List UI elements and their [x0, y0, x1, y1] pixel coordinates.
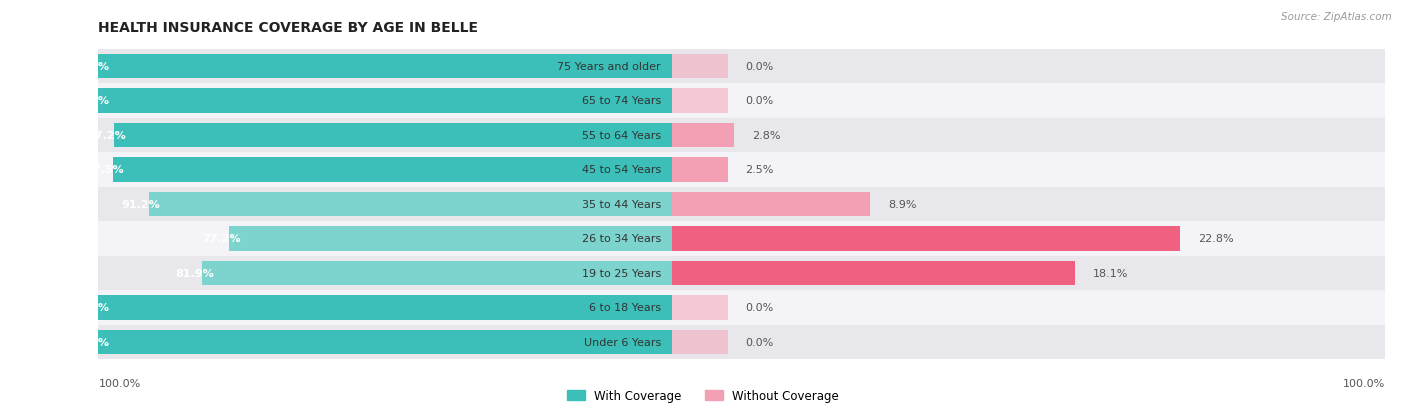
- Bar: [672, 119, 1385, 153]
- Text: 45 to 54 Years: 45 to 54 Years: [582, 165, 661, 175]
- Bar: [98, 89, 672, 114]
- Text: 77.2%: 77.2%: [202, 234, 240, 244]
- Bar: [98, 290, 672, 325]
- Bar: [672, 187, 1385, 222]
- Bar: [672, 295, 728, 320]
- Text: 18.1%: 18.1%: [1092, 268, 1129, 278]
- Text: Under 6 Years: Under 6 Years: [583, 337, 661, 347]
- Text: 91.2%: 91.2%: [122, 199, 160, 209]
- Text: 2.5%: 2.5%: [745, 165, 773, 175]
- Legend: With Coverage, Without Coverage: With Coverage, Without Coverage: [562, 385, 844, 407]
- Bar: [112, 158, 672, 183]
- Bar: [98, 330, 672, 354]
- Bar: [202, 261, 672, 286]
- Text: 26 to 34 Years: 26 to 34 Years: [582, 234, 661, 244]
- Bar: [672, 50, 1385, 84]
- Text: 0.0%: 0.0%: [745, 62, 773, 72]
- Text: 8.9%: 8.9%: [889, 199, 917, 209]
- Bar: [98, 325, 672, 359]
- Text: 65 to 74 Years: 65 to 74 Years: [582, 96, 661, 106]
- Bar: [672, 89, 728, 114]
- Bar: [98, 84, 672, 119]
- Bar: [672, 256, 1385, 290]
- Bar: [672, 158, 728, 183]
- Bar: [98, 50, 672, 84]
- Bar: [229, 226, 672, 251]
- Text: 100.0%: 100.0%: [63, 96, 110, 106]
- Bar: [672, 84, 1385, 119]
- Bar: [98, 55, 672, 79]
- Bar: [672, 325, 1385, 359]
- Text: 97.5%: 97.5%: [86, 165, 124, 175]
- Bar: [672, 290, 1385, 325]
- Text: 35 to 44 Years: 35 to 44 Years: [582, 199, 661, 209]
- Bar: [672, 261, 1076, 286]
- Text: 81.9%: 81.9%: [174, 268, 214, 278]
- Bar: [98, 119, 672, 153]
- Bar: [114, 123, 672, 148]
- Text: Source: ZipAtlas.com: Source: ZipAtlas.com: [1281, 12, 1392, 22]
- Text: 55 to 64 Years: 55 to 64 Years: [582, 131, 661, 140]
- Bar: [672, 226, 1180, 251]
- Text: 75 Years and older: 75 Years and older: [557, 62, 661, 72]
- Bar: [98, 153, 672, 187]
- Text: 100.0%: 100.0%: [63, 62, 110, 72]
- Bar: [98, 256, 672, 290]
- Text: 19 to 25 Years: 19 to 25 Years: [582, 268, 661, 278]
- Bar: [672, 192, 870, 217]
- Bar: [98, 295, 672, 320]
- Bar: [672, 153, 1385, 187]
- Text: 0.0%: 0.0%: [745, 337, 773, 347]
- Text: 0.0%: 0.0%: [745, 303, 773, 313]
- Bar: [672, 123, 734, 148]
- Text: 0.0%: 0.0%: [745, 96, 773, 106]
- Text: 6 to 18 Years: 6 to 18 Years: [589, 303, 661, 313]
- Bar: [98, 222, 672, 256]
- Text: 97.2%: 97.2%: [87, 131, 127, 140]
- Text: 100.0%: 100.0%: [63, 303, 110, 313]
- Text: 100.0%: 100.0%: [98, 378, 141, 388]
- Text: HEALTH INSURANCE COVERAGE BY AGE IN BELLE: HEALTH INSURANCE COVERAGE BY AGE IN BELL…: [98, 21, 478, 35]
- Text: 2.8%: 2.8%: [752, 131, 780, 140]
- Bar: [672, 222, 1385, 256]
- Bar: [149, 192, 672, 217]
- Bar: [672, 330, 728, 354]
- Text: 100.0%: 100.0%: [63, 337, 110, 347]
- Text: 100.0%: 100.0%: [1343, 378, 1385, 388]
- Bar: [98, 187, 672, 222]
- Text: 22.8%: 22.8%: [1198, 234, 1233, 244]
- Bar: [672, 55, 728, 79]
